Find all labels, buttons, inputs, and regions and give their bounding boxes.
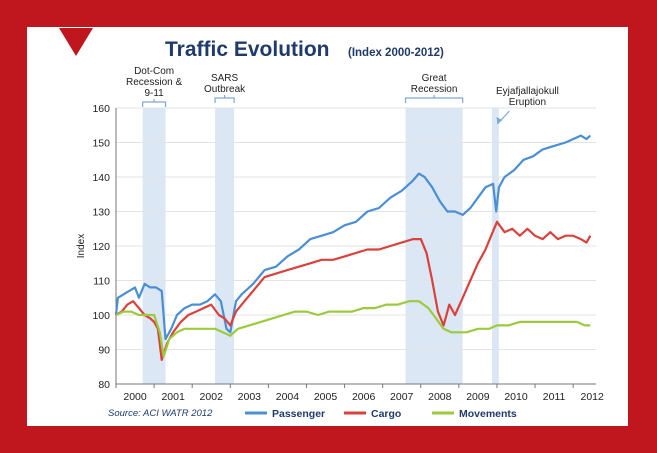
legend-label: Passenger	[272, 408, 325, 420]
series-line-passenger	[114, 134, 592, 341]
event-label-line: SARS	[211, 73, 239, 84]
y-tick-label: 130	[92, 207, 110, 219]
event-bracket	[214, 97, 235, 103]
y-tick-label: 100	[92, 310, 110, 322]
legend: Passenger Cargo Movements	[245, 408, 517, 420]
event-label-line: 9-11	[144, 88, 164, 99]
chart-subtitle: (Index 2000-2012)	[348, 47, 444, 59]
x-tick-label: 2012	[581, 391, 605, 403]
x-tick-label: 2002	[200, 391, 224, 403]
x-tick-label: 2011	[543, 391, 566, 403]
event-label-line: Recession &	[126, 77, 182, 88]
event-bracket	[142, 101, 167, 107]
event-bracket	[404, 97, 464, 103]
gridlines	[116, 107, 596, 385]
y-tick-label: 110	[93, 276, 110, 288]
series-line-cargo	[115, 220, 592, 361]
y-axis-label: Index	[76, 234, 87, 258]
event-label-line: Outbreak	[204, 84, 246, 95]
chart-title: Traffic Evolution	[165, 38, 330, 61]
y-tick-label: 120	[92, 241, 110, 253]
x-tick-label: 2001	[161, 391, 185, 403]
event-label-line: Dot-Com	[134, 66, 174, 77]
event-label-line: Great	[422, 73, 447, 84]
x-tick-label: 2007	[390, 391, 414, 403]
y-tick-label: 90	[98, 345, 110, 357]
event-label-line: Eyjafjallajokull	[496, 86, 559, 97]
x-tick-label: 2008	[428, 391, 452, 403]
series-line-movements	[115, 300, 591, 358]
y-tick-label: 140	[92, 172, 110, 184]
event-label-line: Recession	[411, 84, 458, 95]
series-lines	[114, 134, 592, 361]
x-tick-label: 2004	[276, 391, 300, 403]
x-tick-label: 2005	[314, 391, 338, 403]
chart-panel	[27, 27, 628, 426]
y-tick-label: 160	[92, 103, 110, 115]
y-tick-label: 80	[98, 379, 110, 391]
event-label-line: Eruption	[509, 97, 546, 108]
source-note: Source: ACI WATR 2012	[108, 408, 213, 419]
event-arrowhead-icon	[496, 117, 503, 124]
x-tick-label: 2003	[238, 391, 262, 403]
legend-label: Movements	[459, 408, 517, 420]
x-tick-label: 2009	[466, 391, 490, 403]
x-tick-label: 2000	[123, 391, 147, 403]
x-tick-label: 2010	[504, 391, 528, 403]
y-tick-label: 150	[92, 138, 110, 150]
axes: 80 90 100 110 120 130 140 150 160 2000 2001 2002 200…	[92, 103, 604, 403]
corner-triangle-icon	[59, 28, 93, 56]
x-tick-label: 2006	[352, 391, 376, 403]
legend-label: Cargo	[371, 408, 401, 420]
